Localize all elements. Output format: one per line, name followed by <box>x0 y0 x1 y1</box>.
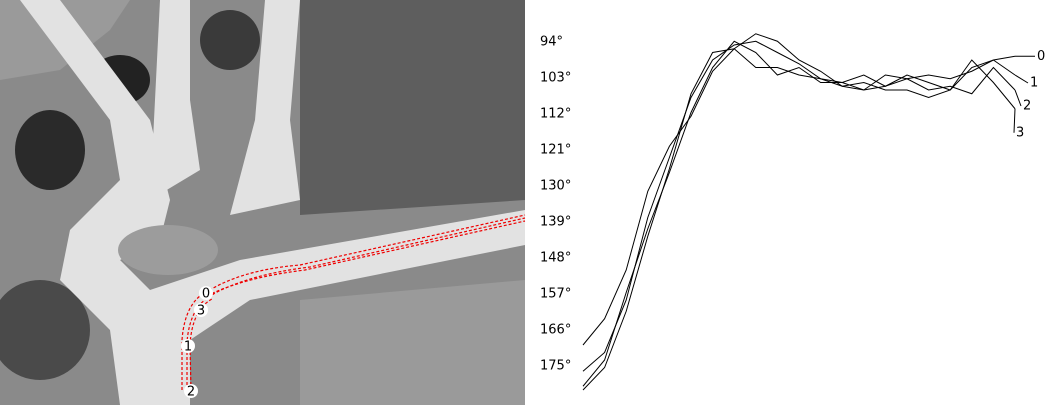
path-label: 3 <box>197 304 205 319</box>
path-label: 0 <box>202 287 210 302</box>
figure: 94° 103° 112° 121° 130° 139° 148° 157° 166° 175° 0… <box>0 0 1056 405</box>
series-label: 3 <box>1016 125 1024 140</box>
angle-label: 94° <box>540 35 563 50</box>
angle-label: 148° <box>540 251 571 266</box>
angle-label: 139° <box>540 215 571 230</box>
label-leader <box>1014 109 1015 133</box>
angle-label: 103° <box>540 71 571 86</box>
angle-label: 175° <box>540 359 571 374</box>
series-label: 1 <box>1030 76 1038 91</box>
path-label: 2 <box>187 385 195 400</box>
series-label: 0 <box>1037 49 1045 64</box>
label-leader <box>1015 90 1021 106</box>
path-label: 1 <box>184 340 192 355</box>
label-leader <box>1015 75 1028 83</box>
profile-line <box>583 41 1015 371</box>
angle-label: 130° <box>540 179 571 194</box>
profile-line <box>583 41 1015 386</box>
angle-label: 112° <box>540 107 571 122</box>
vessel-image <box>0 0 525 405</box>
angle-label: 157° <box>540 287 571 302</box>
series-label: 2 <box>1023 99 1031 114</box>
angle-label: 121° <box>540 143 571 158</box>
angle-label: 166° <box>540 323 571 338</box>
profile-line <box>583 34 1015 345</box>
